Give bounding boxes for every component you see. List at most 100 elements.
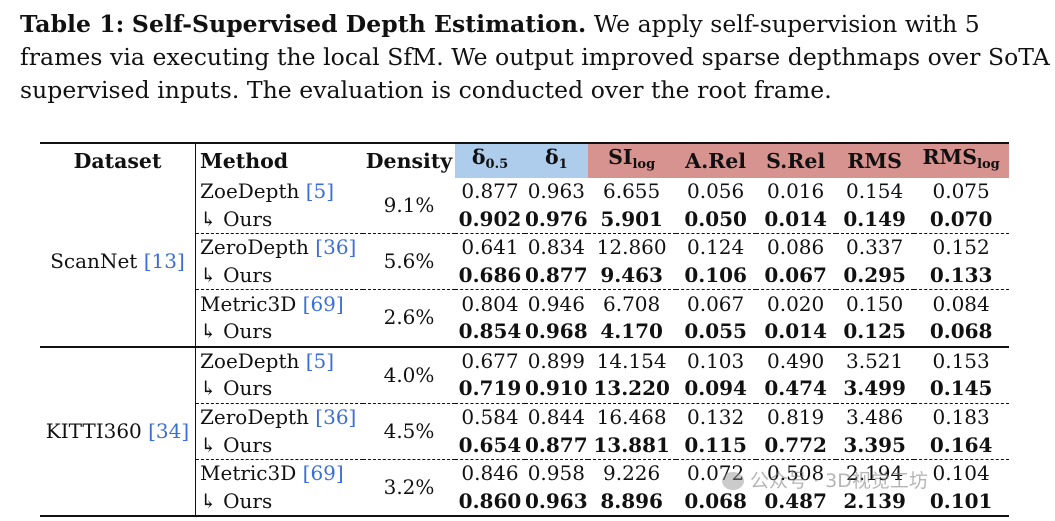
rmslog-value: 0.152: [932, 235, 990, 260]
arel-value: 0.055: [684, 319, 747, 344]
table-row: ↳ Ours 0.686 0.877 9.463 0.106 0.067 0.295 0.13…: [40, 261, 1009, 290]
header-silog: SIlog: [587, 143, 676, 178]
rms-value: 0.295: [843, 263, 906, 288]
rms-value: 0.125: [843, 319, 906, 344]
delta1-value: 0.963: [527, 179, 585, 204]
ours-label: ↳ Ours: [200, 488, 273, 513]
delta05-value: 0.584: [461, 405, 519, 430]
results-table-wrap: Dataset Method Density δ0.5 δ1 SIlog A.R…: [40, 142, 1009, 517]
srel-value: 0.490: [767, 348, 825, 373]
method-name: Metric3D: [200, 291, 297, 316]
method-cell: ↳ Ours: [195, 317, 363, 347]
delta05-value: 0.719: [458, 376, 522, 401]
rmslog-value: 0.070: [929, 206, 993, 231]
arel-value: 0.094: [684, 376, 747, 401]
dataset-cell: KITTI360 [34]: [40, 347, 196, 517]
density-cell: 3.2%: [383, 475, 435, 500]
delta1-value: 0.877: [525, 263, 588, 288]
srel-value: 0.014: [764, 319, 827, 344]
citation-link[interactable]: [36]: [315, 235, 357, 260]
srel-value: 0.016: [767, 179, 825, 204]
results-table: Dataset Method Density δ0.5 δ1 SIlog A.R…: [40, 142, 1009, 517]
delta1-value: 0.834: [527, 235, 585, 260]
table-row: Metric3D [69] 3.2% 0.846 0.958 9.226 0.072 0.5…: [40, 459, 1009, 499]
method-cell: ↳ Ours: [195, 375, 363, 404]
method-cell: ZeroDepth [36]: [195, 403, 363, 432]
delta1-value: 0.910: [525, 376, 588, 401]
table-row: KITTI360 [34] ZoeDepth [5] 4.0% 0.677 0.899 1…: [40, 346, 1009, 443]
method-cell: ↳ Ours: [195, 261, 363, 290]
srel-value: 0.020: [767, 291, 825, 316]
rmslog-value: 0.068: [929, 319, 993, 344]
arel-value: 0.056: [687, 179, 745, 204]
dataset-name: ScanNet: [50, 249, 138, 274]
header-rms: RMS: [835, 143, 914, 178]
ours-label: ↳ Ours: [200, 319, 273, 344]
delta1-value: 0.976: [525, 206, 588, 231]
watermark: 公众号 · 3D视觉工坊: [722, 466, 928, 493]
arel-value: 0.103: [687, 348, 745, 373]
silog-value: 8.896: [600, 488, 663, 513]
table-row: ZeroDepth [36] 4.5% 0.584 0.844 16.468 0.132 0…: [40, 403, 1009, 443]
citation-link[interactable]: [5]: [305, 348, 335, 373]
delta05-value: 0.854: [458, 319, 522, 344]
method-cell: ↳ Ours: [195, 205, 363, 234]
delta05-value: 0.846: [461, 461, 519, 486]
header-srel: S.Rel: [755, 143, 836, 178]
arel-value: 0.124: [687, 235, 745, 260]
method-name: ZeroDepth: [200, 405, 309, 430]
delta1-value: 0.844: [527, 405, 585, 430]
header-delta1: δ1: [525, 143, 588, 178]
table-row: Metric3D [69] 2.6% 0.804 0.946 6.708 0.067 0.0…: [40, 289, 1009, 329]
header-density: Density: [365, 148, 453, 173]
rms-value: 3.395: [843, 432, 906, 457]
header-method: Method: [195, 143, 363, 178]
delta05-value: 0.804: [461, 291, 519, 316]
silog-value: 14.154: [596, 348, 667, 373]
table-row: ZeroDepth [36] 5.6% 0.641 0.834 12.860 0.124 0…: [40, 233, 1009, 273]
rms-value: 0.150: [846, 291, 904, 316]
silog-value: 16.468: [596, 405, 667, 430]
delta1-value: 0.899: [527, 348, 585, 373]
wechat-icon: [722, 472, 744, 490]
silog-value: 5.901: [600, 206, 663, 231]
citation-link[interactable]: [36]: [315, 405, 357, 430]
table-body: ScanNet [13] ZoeDepth [5] 9.1% 0.877 0.963 6.…: [40, 178, 1009, 517]
table-row: ↳ Ours 0.860 0.963 8.896 0.068 0.487 2.139 0.10…: [40, 487, 1009, 517]
delta1-value: 0.958: [527, 461, 585, 486]
delta05-value: 0.902: [458, 206, 522, 231]
srel-value: 0.474: [764, 376, 827, 401]
rms-value: 3.499: [843, 376, 906, 401]
citation-link[interactable]: [69]: [302, 291, 344, 316]
method-name: ZoeDepth: [200, 348, 300, 373]
silog-value: 12.860: [596, 235, 667, 260]
method-name: Metric3D: [200, 461, 297, 486]
method-cell: Metric3D [69]: [195, 289, 363, 318]
table-caption: Table 1: Self-Supervised Depth Estimatio…: [20, 8, 1050, 107]
citation-link[interactable]: [34]: [148, 418, 190, 443]
arel-value: 0.106: [684, 263, 747, 288]
ours-label: ↳ Ours: [200, 263, 273, 288]
rms-value: 3.521: [846, 348, 904, 373]
citation-link[interactable]: [69]: [302, 461, 344, 486]
method-cell: ZoeDepth [5]: [195, 346, 363, 376]
delta05-value: 0.654: [458, 432, 522, 457]
rmslog-value: 0.183: [932, 405, 990, 430]
rmslog-value: 0.164: [929, 432, 993, 457]
method-cell: Metric3D [69]: [195, 459, 363, 488]
srel-value: 0.487: [764, 488, 827, 513]
delta05-value: 0.860: [458, 488, 522, 513]
srel-value: 0.772: [764, 432, 827, 457]
delta1-value: 0.968: [525, 319, 588, 344]
density-cell: 5.6%: [383, 249, 435, 274]
srel-value: 0.086: [767, 235, 825, 260]
citation-link[interactable]: [5]: [305, 179, 335, 204]
arel-value: 0.068: [684, 488, 747, 513]
dataset-name: KITTI360: [45, 418, 142, 443]
caption-title: Self-Supervised Depth Estimation.: [131, 10, 587, 38]
arel-value: 0.067: [687, 291, 745, 316]
citation-link[interactable]: [13]: [143, 249, 185, 274]
dataset-cell: ScanNet [13]: [40, 178, 196, 347]
ours-label: ↳ Ours: [200, 432, 273, 457]
silog-value: 13.881: [593, 432, 670, 457]
